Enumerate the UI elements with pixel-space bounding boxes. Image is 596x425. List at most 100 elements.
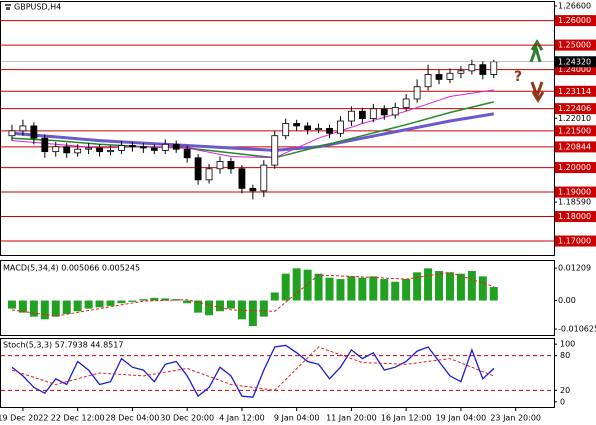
x-tick-label: 11 Jan 20:00: [326, 414, 377, 423]
x-tick-label: 23 Jan 20:00: [490, 414, 541, 423]
x-tick-label: 9 Jan 04:00: [274, 414, 320, 423]
macd-bar: [95, 300, 104, 308]
level-label: 1.17000: [558, 237, 591, 246]
candle-body: [205, 168, 213, 181]
candle-body: [413, 86, 421, 100]
candle-body: [118, 145, 125, 151]
macd-bar: [139, 299, 148, 301]
candle-body: [238, 168, 246, 189]
candle-body: [315, 127, 322, 131]
macd-bar: [478, 276, 487, 301]
y-tick-label: 20: [560, 386, 570, 395]
macd-bar: [7, 300, 16, 309]
candle-body: [227, 161, 235, 170]
level-label-box: [555, 162, 596, 174]
macd-bar: [435, 271, 444, 301]
candle-body: [490, 61, 498, 75]
main-panel-frame: [0, 1, 555, 256]
macd-bar: [194, 300, 203, 313]
candle-body: [369, 108, 377, 119]
candle-body: [107, 150, 114, 153]
x-tick-label: 30 Dec 20:00: [160, 414, 214, 423]
level-label: 1.23114: [558, 87, 591, 96]
candle-body: [380, 108, 388, 116]
level-label-box: [555, 85, 596, 97]
last-price-box: [555, 56, 596, 68]
macd-bar: [18, 300, 27, 313]
up-arrow: [529, 39, 544, 63]
candle-body: [402, 98, 410, 108]
macd-bar: [445, 272, 454, 301]
macd-bar: [424, 268, 433, 301]
stoch-panel-frame: [0, 338, 555, 408]
candle-body: [150, 147, 158, 151]
macd-bar: [161, 298, 170, 301]
level-label: 1.24000: [558, 65, 591, 74]
macd-bar: [128, 300, 137, 302]
macd-bar: [248, 300, 257, 327]
candle-body: [304, 125, 312, 131]
macd-bar: [150, 297, 159, 301]
macd-bar: [281, 273, 290, 301]
macd-signal: [11, 271, 494, 317]
level-label-box: [555, 235, 596, 247]
level-label: 1.25000: [558, 41, 591, 50]
x-tick-label: 16 Jan 12:00: [381, 414, 432, 423]
y-tick-label: 0: [560, 397, 565, 406]
moving-average: [11, 112, 495, 152]
x-tick-label: 19 Dec 2022: [0, 414, 48, 423]
candle-body: [41, 137, 49, 153]
level-label: 1.22406: [558, 104, 591, 113]
x-tick-label: 4 Jan 12:00: [219, 414, 265, 423]
level-label-box: [555, 186, 596, 198]
candle-body: [293, 123, 301, 127]
candle-body: [260, 164, 268, 192]
level-label-box: [555, 103, 596, 115]
y-tick-label: 0.01209: [558, 264, 591, 273]
candle-body: [337, 120, 344, 134]
macd-bar: [73, 300, 82, 312]
moving-average: [11, 101, 494, 159]
candle-body: [194, 157, 202, 181]
macd-bar: [259, 300, 268, 317]
candle-body: [391, 107, 399, 116]
candle-body: [85, 147, 93, 150]
candle-body: [172, 143, 180, 150]
macd-bar: [358, 277, 367, 301]
macd-bar: [40, 300, 49, 320]
down-arrow: [530, 81, 545, 103]
stoch-line: [11, 346, 494, 391]
chart-title: GBPUSD,H4: [14, 3, 61, 12]
candle-body: [282, 123, 290, 137]
level-label: 1.26000: [558, 16, 591, 25]
candle-body: [271, 135, 279, 166]
macd-bar: [402, 279, 411, 301]
candle-body: [348, 110, 355, 122]
candle-body: [19, 125, 27, 132]
candle-body: [8, 130, 16, 137]
macd-bar: [347, 276, 356, 301]
level-label: 1.20000: [558, 163, 591, 172]
macd-bar: [413, 272, 422, 301]
macd-bar: [106, 300, 115, 306]
x-tick-label: 28 Dec 04:00: [105, 414, 159, 423]
candle-body: [30, 125, 38, 139]
macd-bar: [303, 269, 312, 301]
level-label-box: [555, 15, 596, 27]
moving-average: [11, 89, 494, 159]
macd-title: MACD(5,34,4) 0.005066 0.005245: [3, 264, 140, 273]
level-label: 1.19000: [558, 188, 591, 197]
y-tick-label: -0.010625: [558, 325, 596, 334]
x-tick-label: 19 Jan 04:00: [436, 414, 487, 423]
last-price-label: 1.24320: [558, 57, 591, 66]
candle-body: [479, 64, 487, 75]
y-tick-label: 1.18590: [558, 198, 591, 207]
macd-bar: [456, 273, 465, 301]
macd-bar: [117, 300, 126, 304]
macd-bar: [29, 300, 38, 317]
macd-bar: [205, 300, 214, 316]
macd-bar: [489, 286, 498, 301]
y-tick-label: 1.26600: [558, 1, 591, 10]
candle-body: [358, 110, 366, 119]
